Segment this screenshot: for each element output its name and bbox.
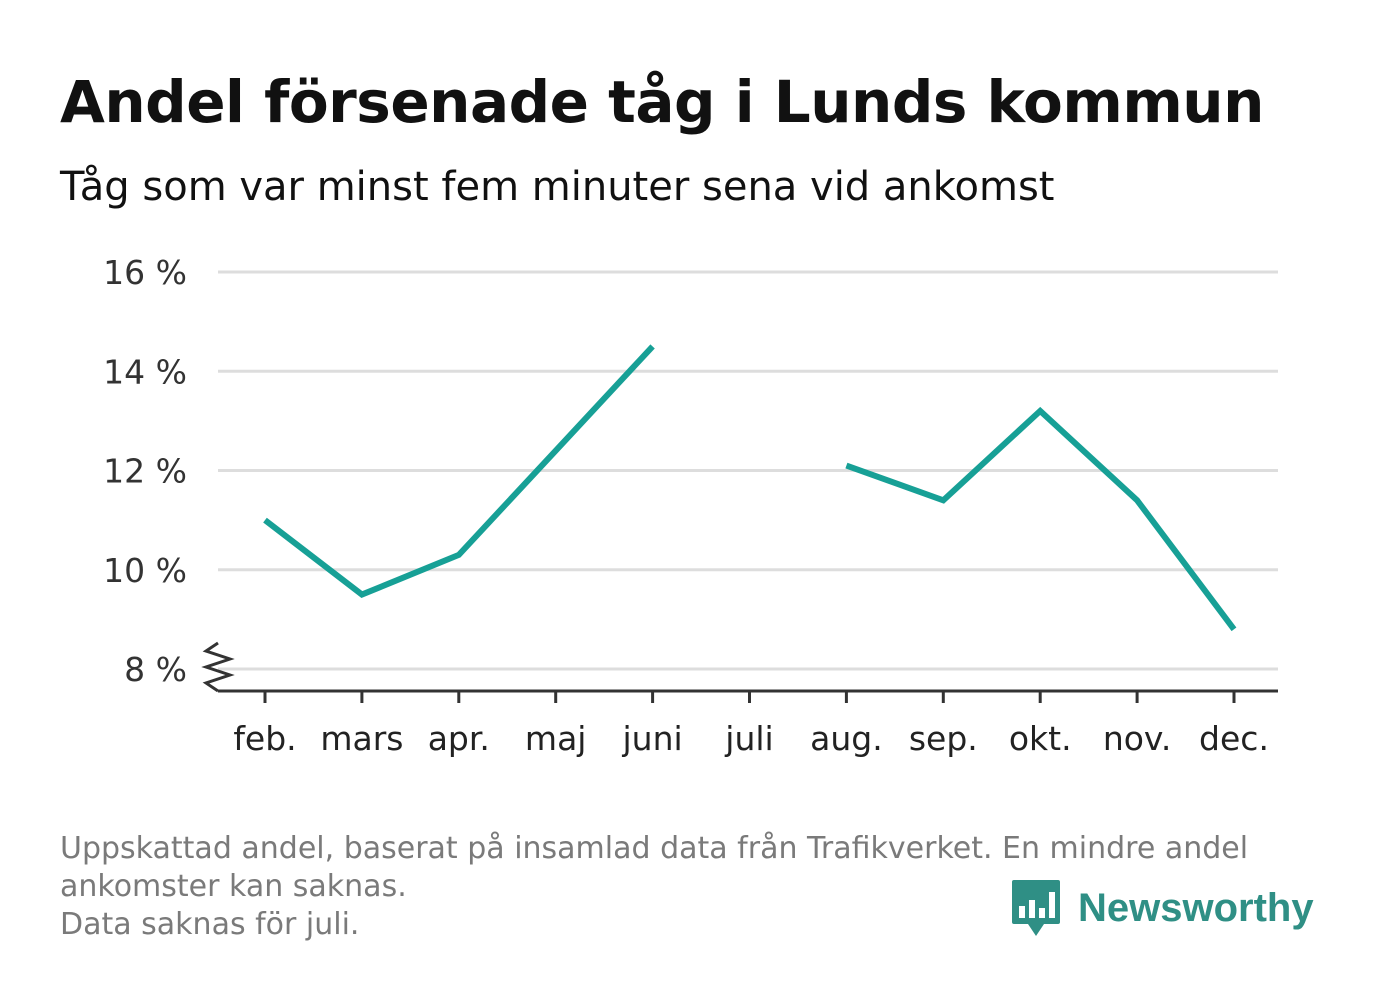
- x-tick-label: juli: [724, 719, 773, 758]
- chart-subtitle: Tåg som var minst fem minuter sena vid a…: [60, 164, 1055, 210]
- y-tick-label: 10 %: [103, 551, 187, 590]
- x-tick-label: mars: [320, 719, 403, 758]
- series-line: [263, 344, 655, 598]
- x-tick-label: juni: [622, 719, 683, 758]
- note-line-1: Uppskattad andel, baserat på insamlad da…: [60, 831, 1249, 866]
- x-tick-label: dec.: [1199, 719, 1269, 758]
- x-tick-label: nov.: [1103, 719, 1172, 758]
- series-line: [845, 406, 1237, 632]
- note-line-2: ankomster kan saknas.: [60, 869, 407, 904]
- axis-break-mark: [201, 641, 235, 693]
- y-tick-label: 14 %: [103, 352, 187, 391]
- x-tick-label: feb.: [233, 719, 296, 758]
- y-tick-label: 8 %: [124, 650, 187, 689]
- newsworthy-logo[interactable]: Newsworthy: [1010, 878, 1314, 938]
- y-tick-label: 12 %: [103, 452, 187, 491]
- x-tick-label: sep.: [909, 719, 978, 758]
- source-note: Uppskattad andel, baserat på insamlad da…: [60, 830, 1320, 944]
- note-line-3: Data saknas för juli.: [60, 907, 360, 942]
- bar-chart-icon: [1012, 880, 1060, 936]
- x-tick-label: apr.: [428, 719, 490, 758]
- x-tick-label: maj: [525, 719, 587, 758]
- x-tick-label: aug.: [810, 719, 883, 758]
- y-tick-label: 16 %: [103, 253, 187, 292]
- x-tick-label: okt.: [1009, 719, 1072, 758]
- chart-title: Andel försenade tåg i Lunds kommun: [60, 68, 1264, 136]
- brand-name: Newsworthy: [1078, 885, 1314, 930]
